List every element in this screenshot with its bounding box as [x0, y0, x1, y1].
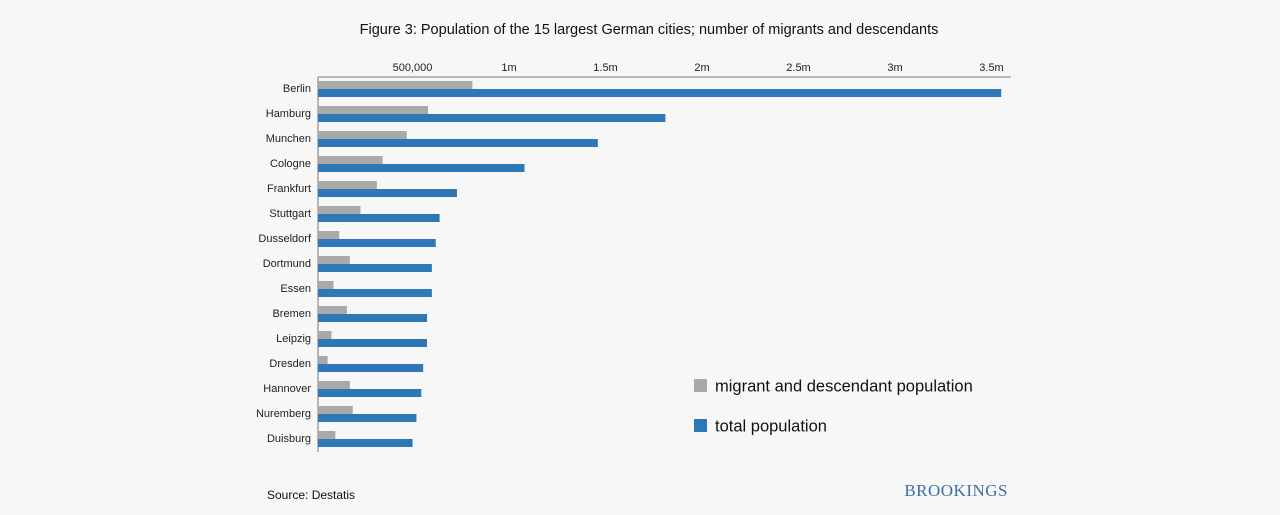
- legend: migrant and descendant population total p…: [694, 378, 973, 436]
- x-tick-label: 500,000: [393, 62, 433, 74]
- bar-bremen-total: [318, 314, 428, 322]
- category-label: Bremen: [272, 308, 311, 320]
- x-tick-label: 3.5m: [979, 62, 1003, 74]
- source-note: Source: Destatis: [267, 488, 355, 502]
- category-label: Hannover: [263, 383, 311, 395]
- category-label: Munchen: [266, 133, 311, 145]
- category-label: Duisburg: [267, 433, 311, 445]
- bar-bremen-migrant: [318, 306, 347, 314]
- bar-dusseldorf-migrant: [318, 231, 340, 239]
- bar-dresden-migrant: [318, 356, 328, 364]
- legend-swatch-migrant: [694, 379, 707, 392]
- bar-berlin-migrant: [318, 81, 473, 89]
- bar-frankfurt-total: [318, 189, 457, 197]
- bar-leipzig-migrant: [318, 331, 332, 339]
- category-label: Essen: [280, 283, 311, 295]
- category-label: Leipzig: [276, 333, 311, 345]
- category-label: Dortmund: [263, 258, 311, 270]
- bar-duisburg-total: [318, 439, 413, 447]
- bar-berlin-total: [318, 89, 1002, 97]
- brookings-logo: BROOKINGS: [904, 481, 1008, 500]
- category-label: Hamburg: [266, 108, 311, 120]
- x-tick-label: 2m: [694, 62, 709, 74]
- bar-hamburg-migrant: [318, 106, 429, 114]
- bar-nuremberg-total: [318, 414, 417, 422]
- x-tick-label: 3m: [887, 62, 902, 74]
- category-label: Stuttgart: [269, 208, 311, 220]
- bar-stuttgart-migrant: [318, 206, 361, 214]
- x-tick-label: 1.5m: [593, 62, 617, 74]
- legend-swatch-total: [694, 419, 707, 432]
- bar-hannover-migrant: [318, 381, 350, 389]
- x-tick-label: 2.5m: [786, 62, 810, 74]
- bar-cologne-total: [318, 164, 525, 172]
- bars: [318, 81, 1002, 447]
- bar-hamburg-total: [318, 114, 666, 122]
- category-label: Frankfurt: [267, 183, 311, 195]
- bar-nuremberg-migrant: [318, 406, 353, 414]
- bar-hannover-total: [318, 389, 422, 397]
- chart-title: Figure 3: Population of the 15 largest G…: [360, 22, 939, 38]
- category-label: Dresden: [269, 358, 311, 370]
- bar-dusseldorf-total: [318, 239, 436, 247]
- bar-dortmund-total: [318, 264, 432, 272]
- x-tick-label: 1m: [501, 62, 516, 74]
- category-label: Dusseldorf: [258, 233, 312, 245]
- bar-munchen-total: [318, 139, 598, 147]
- bar-dortmund-migrant: [318, 256, 350, 264]
- bar-dresden-total: [318, 364, 424, 372]
- bar-munchen-migrant: [318, 131, 407, 139]
- bar-essen-migrant: [318, 281, 334, 289]
- legend-label: total population: [715, 418, 827, 436]
- category-label: Cologne: [270, 158, 311, 170]
- bar-leipzig-total: [318, 339, 428, 347]
- bar-frankfurt-migrant: [318, 181, 377, 189]
- legend-label: migrant and descendant population: [715, 378, 973, 396]
- bar-stuttgart-total: [318, 214, 440, 222]
- category-label: Berlin: [283, 83, 311, 95]
- category-label: Nuremberg: [256, 408, 311, 420]
- bar-essen-total: [318, 289, 432, 297]
- category-labels: Berlin Hamburg Munchen Cologne Frankfurt Stut…: [256, 83, 312, 445]
- bar-cologne-migrant: [318, 156, 383, 164]
- bar-duisburg-migrant: [318, 431, 336, 439]
